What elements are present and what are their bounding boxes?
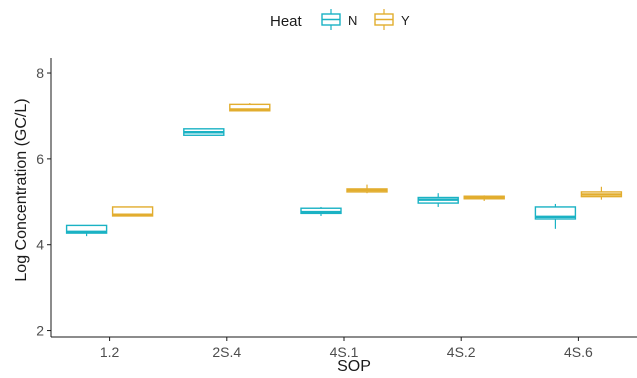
x-axis-title: SOP [337, 358, 371, 375]
box-N-2S.4 [183, 128, 225, 136]
y-tick-label: 2 [36, 323, 44, 339]
box-body [111, 206, 154, 217]
box-Y-4S.2 [463, 195, 505, 201]
x-tick-label: 4S.1 [330, 344, 359, 360]
box-Y-1.2 [111, 206, 154, 217]
legend-item-Y: Y [374, 9, 410, 30]
box-N-1.2 [65, 224, 108, 237]
box-N-4S.1 [300, 206, 342, 216]
box-N-4S.6 [534, 203, 577, 229]
box-Y-4S.1 [346, 184, 388, 194]
box-body [229, 103, 271, 112]
legend-item-N: N [321, 9, 357, 30]
x-tick-label: 1.2 [100, 344, 120, 360]
box-Y-4S.6 [580, 186, 623, 200]
y-tick-label: 4 [36, 237, 44, 253]
y-tick-label: 8 [36, 65, 44, 81]
box-body [300, 207, 342, 215]
box-N-4S.2 [417, 193, 459, 207]
x-tick-label: 4S.6 [564, 344, 593, 360]
x-axis-ticks: 1.2 2S.4 4S.1 4S.2 4S.6 [100, 337, 593, 360]
box-Y-2S.4 [229, 103, 271, 112]
legend-label: Y [401, 13, 410, 28]
legend-title: Heat [270, 13, 303, 30]
legend-label: N [348, 13, 357, 28]
y-tick-label: 6 [36, 151, 44, 167]
box-body [65, 224, 108, 234]
x-tick-label: 2S.4 [212, 344, 241, 360]
legend: Heat N Y [270, 9, 410, 30]
boxes [65, 103, 623, 237]
y-axis-ticks: 2 4 6 8 [36, 65, 51, 339]
plot-area: 2 4 6 8 1.2 2S.4 4S.1 4S.2 4S.6 [36, 58, 637, 360]
x-tick-label: 4S.2 [447, 344, 476, 360]
y-axis-title: Log Concentration (GC/L) [13, 98, 30, 281]
